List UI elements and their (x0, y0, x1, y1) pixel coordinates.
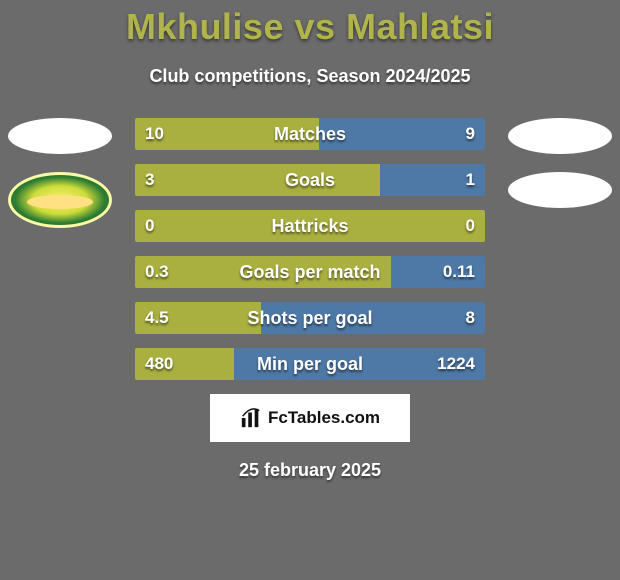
stat-bar-right (380, 164, 485, 196)
brand-box: FcTables.com (210, 394, 410, 442)
stat-bar-right (319, 118, 485, 150)
stat-row: Goals per match0.30.11 (135, 256, 485, 288)
club-badge-icon (508, 172, 612, 208)
stat-bars: Matches109 Goals31 Hattricks00 Goals per ma… (135, 118, 485, 380)
club-badge-icon (8, 118, 112, 154)
stat-bar-right (234, 348, 485, 380)
footer-date: 25 february 2025 (0, 460, 620, 481)
stat-bar-left (135, 348, 234, 380)
stat-row: Hattricks00 (135, 210, 485, 242)
stat-bar-right (261, 302, 485, 334)
brand-text: FcTables.com (268, 408, 380, 428)
stat-bar-left (135, 302, 261, 334)
stat-row: Min per goal4801224 (135, 348, 485, 380)
stat-bar-left (135, 256, 391, 288)
content-area: Matches109 Goals31 Hattricks00 Goals per ma… (0, 118, 620, 481)
stat-bar-left (135, 118, 319, 150)
stat-bar-left (135, 164, 380, 196)
brand-logo: FcTables.com (240, 407, 380, 429)
subtitle: Club competitions, Season 2024/2025 (0, 66, 620, 87)
infographic-root: Mkhulise vs Mahlatsi Club competitions, … (0, 0, 620, 580)
stat-row: Matches109 (135, 118, 485, 150)
club-badge-icon (508, 118, 612, 154)
page-title: Mkhulise vs Mahlatsi (0, 0, 620, 48)
club-crest-icon (8, 172, 112, 228)
stat-bar-right (391, 256, 485, 288)
stat-row: Shots per goal4.58 (135, 302, 485, 334)
stat-bar-left (135, 210, 485, 242)
right-badges-column (500, 118, 620, 226)
stat-row: Goals31 (135, 164, 485, 196)
left-badges-column (0, 118, 120, 246)
bars-icon (240, 407, 262, 429)
